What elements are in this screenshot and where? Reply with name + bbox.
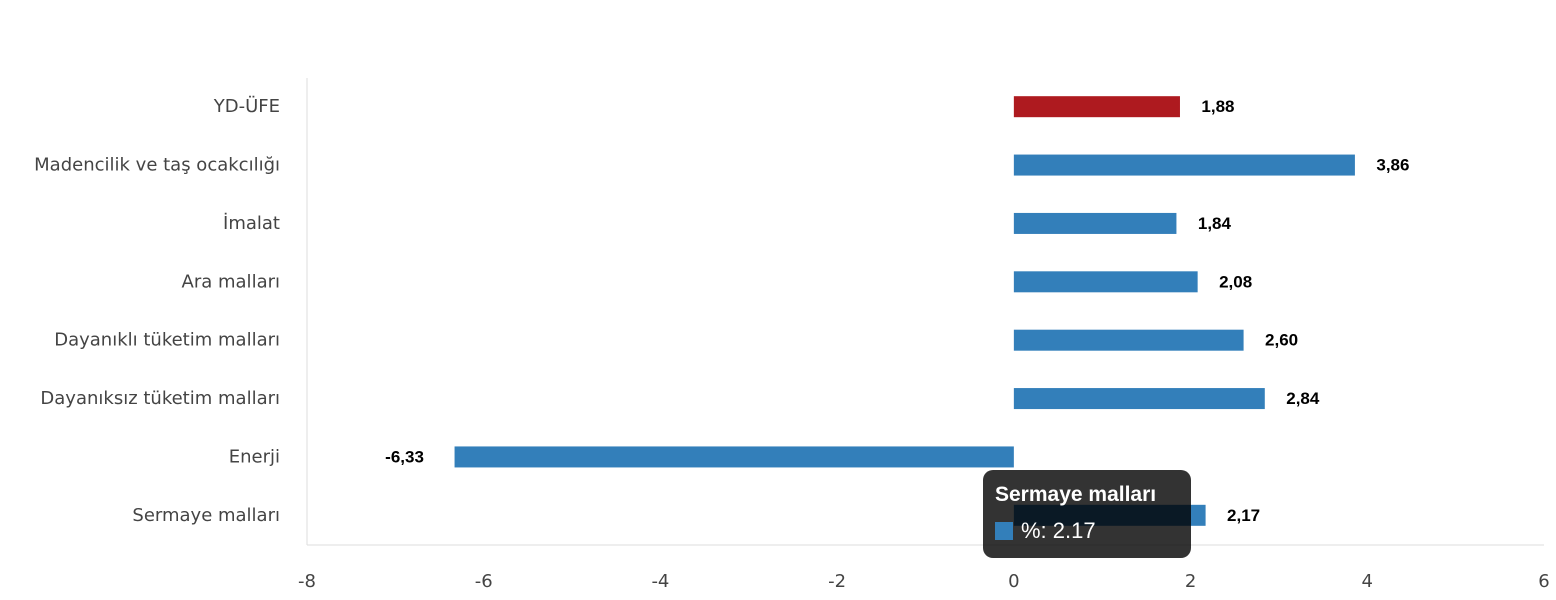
data-label: 1,88: [1201, 97, 1234, 116]
bar: [1013, 96, 1180, 118]
tooltip-swatch: [995, 522, 1013, 540]
bar: [1013, 212, 1177, 234]
category-label: YD-ÜFE: [213, 95, 280, 117]
data-label: 1,84: [1198, 214, 1232, 233]
data-label: 2,17: [1227, 506, 1260, 525]
data-label: 2,60: [1265, 331, 1298, 350]
category-label: Dayanıksız tüketim malları: [40, 388, 280, 409]
bar: [1013, 271, 1198, 293]
bar: [1013, 329, 1244, 351]
category-label: Sermaye malları: [132, 505, 280, 526]
x-tick-label: -4: [651, 571, 669, 592]
data-label: 3,86: [1376, 156, 1409, 175]
category-label: Ara malları: [182, 271, 280, 292]
x-tick-label: 4: [1362, 571, 1373, 592]
x-tick-label: 6: [1538, 571, 1549, 592]
data-label: -6,33: [385, 447, 424, 466]
tooltip-row: %: 2.17: [995, 518, 1179, 544]
category-label: Dayanıklı tüketim malları: [54, 330, 280, 351]
category-label: İmalat: [223, 213, 280, 234]
data-label: 2,84: [1286, 389, 1320, 408]
bar: [1013, 388, 1265, 410]
x-tick-label: 0: [1008, 571, 1019, 592]
bar: [1013, 154, 1355, 176]
x-tick-label: -8: [298, 571, 316, 592]
tooltip-value: %: 2.17: [1021, 518, 1096, 543]
category-label: Madencilik ve taş ocakcılığı: [34, 155, 280, 176]
tooltip: Sermaye malları %: 2.17: [983, 470, 1191, 558]
x-tick-label: 2: [1185, 571, 1196, 592]
category-label: Enerji: [229, 446, 280, 467]
bar: [454, 446, 1014, 468]
x-tick-label: -6: [475, 571, 493, 592]
x-tick-label: -2: [828, 571, 846, 592]
tooltip-title: Sermaye malları: [995, 483, 1157, 506]
data-label: 2,08: [1219, 272, 1252, 291]
